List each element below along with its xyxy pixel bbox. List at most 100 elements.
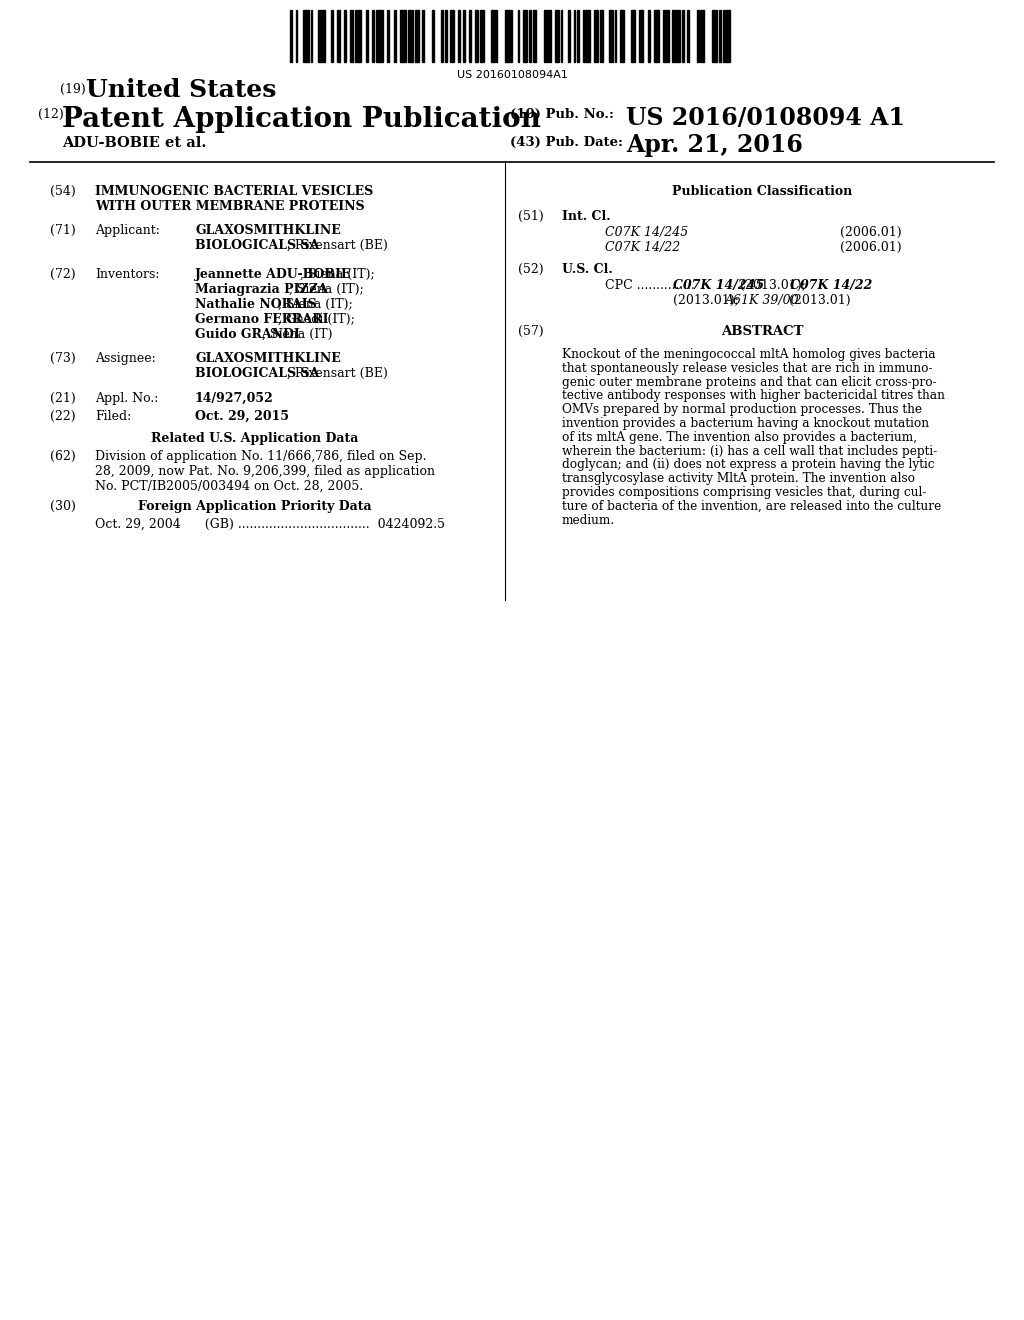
- Bar: [517, 11, 519, 62]
- Bar: [451, 11, 455, 62]
- Text: of its mltA gene. The invention also provides a bacterium,: of its mltA gene. The invention also pro…: [562, 430, 918, 444]
- Text: doglycan; and (ii) does not express a protein having the lytic: doglycan; and (ii) does not express a pr…: [562, 458, 935, 471]
- Text: (12): (12): [38, 108, 63, 121]
- Text: No. PCT/IB2005/003494 on Oct. 28, 2005.: No. PCT/IB2005/003494 on Oct. 28, 2005.: [95, 480, 364, 492]
- Bar: [682, 11, 684, 62]
- Bar: [337, 11, 340, 62]
- Bar: [408, 11, 413, 62]
- Text: 14/927,052: 14/927,052: [195, 392, 273, 405]
- Text: ABSTRACT: ABSTRACT: [721, 325, 803, 338]
- Text: Foreign Application Priority Data: Foreign Application Priority Data: [138, 500, 372, 513]
- Bar: [583, 11, 591, 62]
- Text: Guido GRANDI: Guido GRANDI: [195, 327, 300, 341]
- Text: , Siena (IT);: , Siena (IT);: [300, 268, 375, 281]
- Text: Patent Application Publication: Patent Application Publication: [62, 106, 541, 133]
- Bar: [318, 11, 326, 62]
- Bar: [296, 11, 297, 62]
- Text: Filed:: Filed:: [95, 411, 131, 422]
- Bar: [528, 11, 530, 62]
- Text: invention provides a bacterium having a knockout mutation: invention provides a bacterium having a …: [562, 417, 929, 430]
- Bar: [632, 11, 635, 62]
- Text: genic outer membrane proteins and that can elicit cross-pro-: genic outer membrane proteins and that c…: [562, 376, 937, 388]
- Bar: [600, 11, 603, 62]
- Text: (43) Pub. Date:: (43) Pub. Date:: [510, 136, 623, 149]
- Text: wherein the bacterium: (i) has a cell wall that includes pepti-: wherein the bacterium: (i) has a cell wa…: [562, 445, 937, 458]
- Text: WITH OUTER MEMBRANE PROTEINS: WITH OUTER MEMBRANE PROTEINS: [95, 201, 365, 213]
- Bar: [555, 11, 559, 62]
- Bar: [458, 11, 460, 62]
- Bar: [492, 11, 497, 62]
- Text: C07K 14/22: C07K 14/22: [790, 279, 872, 292]
- Bar: [548, 11, 551, 62]
- Text: (57): (57): [518, 325, 544, 338]
- Text: (2006.01): (2006.01): [840, 242, 901, 253]
- Text: provides compositions comprising vesicles that, during cul-: provides compositions comprising vesicle…: [562, 486, 927, 499]
- Text: Mariagrazia PIZZA: Mariagrazia PIZZA: [195, 282, 328, 296]
- Bar: [578, 11, 580, 62]
- Text: (54): (54): [50, 185, 76, 198]
- Text: Applicant:: Applicant:: [95, 224, 160, 238]
- Bar: [310, 11, 312, 62]
- Text: C07K 14/22: C07K 14/22: [605, 242, 680, 253]
- Bar: [614, 11, 616, 62]
- Bar: [544, 11, 546, 62]
- Text: (10) Pub. No.:: (10) Pub. No.:: [510, 108, 614, 121]
- Text: (73): (73): [50, 352, 76, 366]
- Text: OMVs prepared by normal production processes. Thus the: OMVs prepared by normal production proce…: [562, 403, 922, 416]
- Bar: [480, 11, 484, 62]
- Bar: [423, 11, 424, 62]
- Text: GLAXOSMITHKLINE: GLAXOSMITHKLINE: [195, 224, 341, 238]
- Bar: [387, 11, 389, 62]
- Text: (2013.01);: (2013.01);: [736, 279, 810, 292]
- Bar: [673, 11, 680, 62]
- Text: medium.: medium.: [562, 513, 615, 527]
- Text: , Rixensart (BE): , Rixensart (BE): [287, 239, 388, 252]
- Text: BIOLOGICALS SA: BIOLOGICALS SA: [195, 239, 319, 252]
- Text: BIOLOGICALS SA: BIOLOGICALS SA: [195, 367, 319, 380]
- Text: Inventors:: Inventors:: [95, 268, 160, 281]
- Text: Nathalie NORAIS: Nathalie NORAIS: [195, 298, 316, 312]
- Bar: [505, 11, 512, 62]
- Bar: [639, 11, 643, 62]
- Text: that spontaneously release vesicles that are rich in immuno-: that spontaneously release vesicles that…: [562, 362, 933, 375]
- Bar: [700, 11, 705, 62]
- Bar: [441, 11, 443, 62]
- Text: (72): (72): [50, 268, 76, 281]
- Bar: [568, 11, 569, 62]
- Bar: [523, 11, 527, 62]
- Text: (21): (21): [50, 392, 76, 405]
- Text: A61K 39/00: A61K 39/00: [725, 294, 800, 308]
- Text: Knockout of the meningococcal mltA homolog gives bacteria: Knockout of the meningococcal mltA homol…: [562, 348, 936, 360]
- Text: , Siena (IT): , Siena (IT): [261, 327, 332, 341]
- Text: Oct. 29, 2004      (GB) ..................................  0424092.5: Oct. 29, 2004 (GB) .....................…: [95, 517, 445, 531]
- Text: , Rixensart (BE): , Rixensart (BE): [287, 367, 388, 380]
- Bar: [469, 11, 471, 62]
- Bar: [594, 11, 598, 62]
- Bar: [719, 11, 721, 62]
- Text: U.S. Cl.: U.S. Cl.: [562, 263, 612, 276]
- Text: United States: United States: [86, 78, 276, 102]
- Bar: [350, 11, 353, 62]
- Text: US 20160108094A1: US 20160108094A1: [457, 70, 567, 81]
- Bar: [532, 11, 537, 62]
- Text: (2013.01);: (2013.01);: [673, 294, 742, 308]
- Text: , Siena (IT);: , Siena (IT);: [290, 282, 365, 296]
- Text: (71): (71): [50, 224, 76, 238]
- Text: ADU-BOBIE et al.: ADU-BOBIE et al.: [62, 136, 207, 150]
- Bar: [464, 11, 465, 62]
- Bar: [475, 11, 478, 62]
- Bar: [290, 11, 292, 62]
- Bar: [723, 11, 730, 62]
- Text: Germano FERRARI: Germano FERRARI: [195, 313, 329, 326]
- Text: Jeannette ADU-BOBIE: Jeannette ADU-BOBIE: [195, 268, 351, 281]
- Text: Division of application No. 11/666,786, filed on Sep.: Division of application No. 11/666,786, …: [95, 450, 427, 463]
- Bar: [344, 11, 346, 62]
- Bar: [376, 11, 383, 62]
- Bar: [355, 11, 360, 62]
- Bar: [664, 11, 669, 62]
- Bar: [432, 11, 433, 62]
- Text: ture of bacteria of the invention, are released into the culture: ture of bacteria of the invention, are r…: [562, 500, 941, 512]
- Bar: [573, 11, 575, 62]
- Text: CPC ...............: CPC ...............: [605, 279, 698, 292]
- Text: Oct. 29, 2015: Oct. 29, 2015: [195, 411, 289, 422]
